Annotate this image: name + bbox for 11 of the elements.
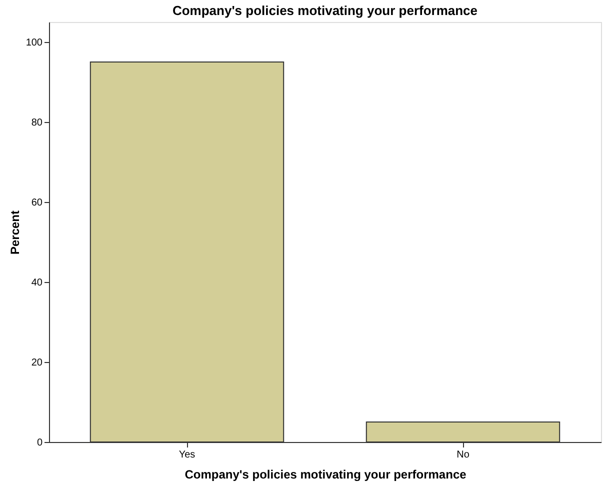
y-tick-label: 60 bbox=[31, 198, 43, 208]
x-axis-title: Company's policies motivating your performance bbox=[184, 468, 467, 482]
x-tick-label: Yes bbox=[178, 450, 196, 460]
chart-title: Company's policies motivating your performance bbox=[172, 3, 478, 18]
y-axis-title: Percent bbox=[8, 210, 22, 255]
y-tick-label: 0 bbox=[36, 438, 43, 448]
y-tick-label: 100 bbox=[26, 38, 43, 48]
y-tick-label: 80 bbox=[31, 118, 43, 128]
x-tick-label: No bbox=[456, 450, 470, 460]
y-tick-label: 40 bbox=[31, 278, 43, 288]
y-tick-label: 20 bbox=[31, 358, 43, 368]
